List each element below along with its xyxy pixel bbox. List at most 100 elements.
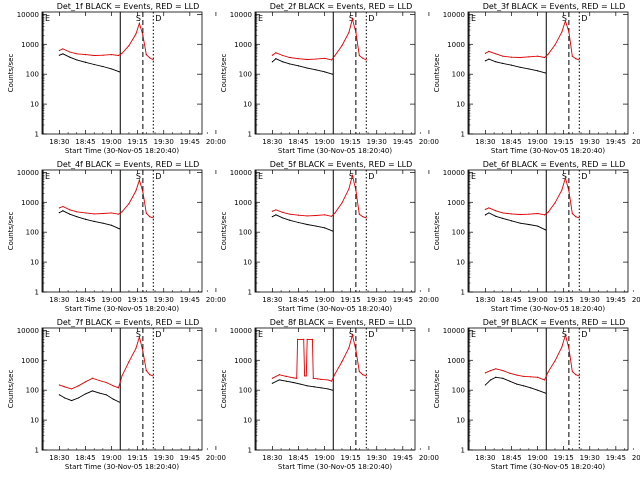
x-tick-label: 18:45 <box>288 138 308 146</box>
y-tick-label: 1000 <box>21 199 39 207</box>
lld-data-point <box>564 20 566 22</box>
y-tick-label: 100 <box>26 229 39 237</box>
marker-label-s: S <box>136 172 141 181</box>
events-data-point <box>488 58 490 60</box>
lld-data-point <box>488 50 490 52</box>
y-tick-label: 10 <box>456 417 465 425</box>
x-tick-label: 20:00 <box>632 296 640 304</box>
lld-data-point <box>138 22 140 24</box>
lld-data-point <box>145 212 147 214</box>
events-series-line <box>272 379 333 391</box>
events-data-point <box>331 73 333 75</box>
lld-data-point <box>519 213 521 216</box>
y-tick-label: 1 <box>248 289 252 297</box>
y-tick-label: 100 <box>239 387 252 395</box>
lld-data-point <box>128 45 130 47</box>
lld-data-point <box>312 377 314 379</box>
lld-data-point <box>145 370 147 372</box>
lld-data-point <box>311 338 313 340</box>
panel-title: Det_1f BLACK = Events, RED = LLD <box>57 2 200 11</box>
events-data-point <box>282 61 284 63</box>
x-tick-label: 20:00 <box>206 296 226 304</box>
lld-data-point <box>62 205 64 208</box>
lld-data-point <box>69 51 71 53</box>
lld-data-point <box>142 350 144 352</box>
marker-label-e: E <box>258 330 263 339</box>
events-data-point <box>313 386 315 388</box>
y-tick-label: 10 <box>456 101 465 109</box>
events-data-point <box>271 382 273 384</box>
y-tick-label: 1000 <box>447 199 465 207</box>
y-tick-label: 10000 <box>443 11 465 19</box>
plot-frame <box>254 327 416 451</box>
lld-data-point <box>297 338 299 340</box>
panel-det-8: Det_8f BLACK = Events, RED = LLD 1 10 100 10… <box>220 318 439 471</box>
events-data-point <box>331 230 333 232</box>
y-axis-label: Counts/sec <box>220 370 228 409</box>
y-tick-label: 10000 <box>17 11 39 19</box>
x-tick-label: 19:30 <box>154 454 174 462</box>
events-data-point <box>536 225 539 227</box>
events-data-point <box>76 216 78 218</box>
lld-data-point <box>509 372 511 374</box>
lld-data-point <box>110 212 113 214</box>
lld-series-line <box>485 333 580 381</box>
marker-label-d: D <box>155 14 161 23</box>
x-tick-label: 19:30 <box>367 138 387 146</box>
y-tick-label: 100 <box>452 229 465 237</box>
lld-data-point <box>575 216 577 218</box>
lld-data-point <box>488 207 490 209</box>
lld-data-point <box>145 54 147 56</box>
lld-data-point <box>135 347 137 349</box>
y-tick-label: 1000 <box>234 41 252 49</box>
lld-data-point <box>547 211 549 213</box>
lld-data-point <box>142 191 144 193</box>
marker-label-d: D <box>155 330 161 339</box>
events-data-point <box>84 61 87 63</box>
lld-series-line <box>59 178 154 219</box>
events-data-point <box>275 58 277 60</box>
plot-frame <box>41 11 203 135</box>
events-data-point <box>118 71 120 73</box>
panel-det-6: Det_6f BLACK = Events, RED = LLD 1 10 100 10… <box>433 160 640 313</box>
events-data-point <box>306 385 308 387</box>
events-data-point <box>102 222 104 224</box>
x-tick-label: 18:45 <box>501 138 521 146</box>
lld-data-point <box>516 374 518 376</box>
lld-data-point <box>528 56 530 58</box>
lld-data-point <box>98 379 100 382</box>
x-axis-label: Start Time (30-Nov-05 18:20:40) <box>491 147 605 155</box>
y-tick-label: 100 <box>452 71 465 79</box>
x-tick-label: 19:15 <box>341 138 361 146</box>
events-data-point <box>510 220 513 222</box>
y-tick-label: 1 <box>461 289 465 297</box>
x-tick-label: 18:45 <box>288 454 308 462</box>
lld-data-point <box>117 213 120 215</box>
events-data-point <box>297 221 300 224</box>
events-data-point <box>502 377 504 379</box>
events-data-point <box>530 387 532 389</box>
lld-data-point <box>554 44 556 46</box>
events-data-point <box>519 222 521 224</box>
y-axis-label: Counts/sec <box>7 54 15 93</box>
marker-label-e: E <box>45 14 50 23</box>
events-data-point <box>519 66 521 68</box>
panel-title: Det_4f BLACK = Events, RED = LLD <box>57 160 200 169</box>
lld-data-point <box>568 31 570 33</box>
lld-data-point <box>578 375 580 377</box>
panel-title: Det_6f BLACK = Events, RED = LLD <box>483 160 626 169</box>
lld-data-point <box>84 212 87 214</box>
events-data-point <box>62 53 64 55</box>
y-tick-label: 10000 <box>230 169 252 177</box>
y-tick-label: 10 <box>30 259 39 267</box>
lld-data-point <box>93 213 95 215</box>
lld-data-point <box>358 370 360 373</box>
events-series-line <box>485 58 546 74</box>
lld-data-point <box>484 372 486 374</box>
lld-data-point <box>365 59 367 61</box>
x-tick-label: 19:30 <box>154 138 174 146</box>
x-tick-label: 19:00 <box>314 296 334 304</box>
events-data-point <box>102 65 104 68</box>
events-data-point <box>323 71 326 73</box>
x-tick-label: 18:45 <box>501 454 521 462</box>
